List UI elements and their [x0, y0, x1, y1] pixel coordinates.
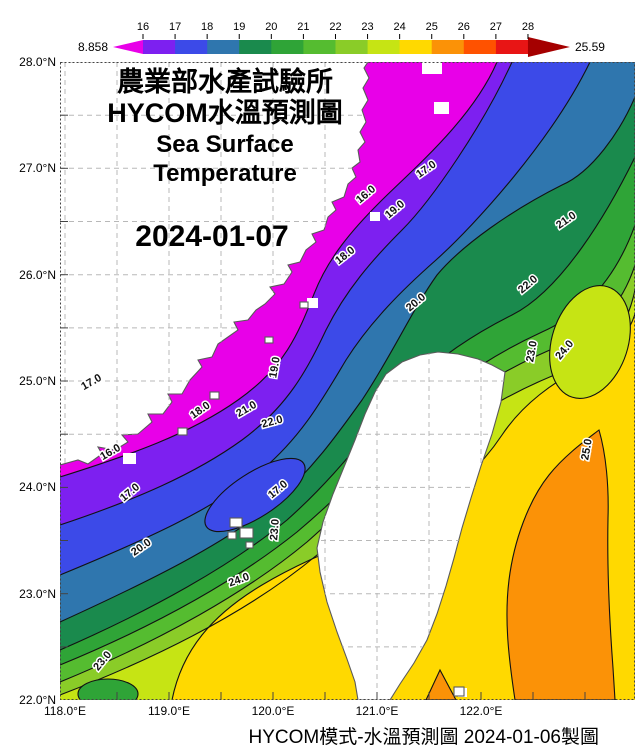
- subtitle-en-line2: Temperature: [153, 160, 297, 187]
- colorbar-min-label: 8.858: [78, 40, 108, 54]
- temperature-colorbar: 8.858 25.59 16 17 18 19 20 21 22 23 24 25 26 27 28: [78, 21, 605, 57]
- lon-label: 121.0°E: [355, 704, 399, 718]
- colorbar-segment: [207, 40, 240, 54]
- lon-label: 122.0°E: [459, 704, 503, 718]
- colorbar-segment: [463, 40, 497, 54]
- cold-pocket-17: [204, 457, 306, 533]
- map-area: 16.0 17.0 19.0 18.0 21.0 22.0 20.0 17.0 18.0 19.0…: [60, 62, 635, 700]
- colorbar-segment: [367, 40, 401, 54]
- axis-ticks: [60, 114, 586, 700]
- colorbar-max-label: 25.59: [575, 40, 605, 54]
- colorbar-tick-label: 24: [394, 21, 406, 33]
- colorbar-segment: [143, 40, 176, 54]
- org-title: 農業部水產試驗所: [117, 67, 333, 97]
- lon-label: 118.0°E: [44, 704, 86, 718]
- colorbar-tick-label: 28: [522, 21, 534, 33]
- china-mainland: [60, 62, 369, 465]
- colorbar-left-arrow: [113, 40, 143, 54]
- colorbar-tick-label: 23: [361, 21, 373, 33]
- contour-label: 25.0: [579, 438, 595, 461]
- colorbar-right-arrow: [527, 37, 570, 57]
- figure-caption: HYCOM模式-水溫預測圖 2024-01-06製圖: [248, 727, 599, 748]
- colorbar-tick-label: 18: [201, 21, 213, 33]
- lat-label: 22.0°N: [19, 692, 56, 707]
- colorbar-tick-label: 25: [426, 21, 438, 33]
- closed-contour-pockets: [77, 285, 631, 700]
- colorbar-tick-label: 16: [137, 21, 149, 33]
- green-pocket-sw: [77, 678, 139, 700]
- colorbar-segment: [431, 40, 465, 54]
- contour-label: 19.0: [267, 356, 283, 379]
- penghu-islands: [227, 517, 254, 549]
- forecast-date: 2024-01-07: [135, 220, 289, 253]
- colorbar-tick-label: 27: [490, 21, 502, 33]
- colorbar-segment: [495, 40, 529, 54]
- lat-label: 24.0°N: [19, 480, 56, 495]
- lon-label: 119.0°E: [148, 704, 190, 718]
- colorbar-tick-label: 22: [329, 21, 341, 33]
- lat-label: 27.0°N: [19, 161, 56, 176]
- colorbar-tick-label: 26: [458, 21, 470, 33]
- lanyu-island: [453, 686, 465, 697]
- lon-label: 120.0°E: [251, 704, 295, 718]
- contour-label: 23.0: [524, 340, 540, 363]
- colorbar-segment: [303, 40, 336, 54]
- sst-map: 16.017.019.018.021.022.020.017.018.019.0…: [60, 62, 635, 700]
- orange-region-25: [506, 429, 616, 700]
- lat-label: 26.0°N: [19, 267, 56, 282]
- colorbar-tick-label: 21: [297, 21, 309, 33]
- colorbar-segment: [271, 40, 304, 54]
- subtitle-en-line1: Sea Surface: [156, 131, 294, 158]
- lat-label: 23.0°N: [19, 586, 56, 601]
- land-masses: [60, 62, 506, 700]
- taiwan-island: [316, 351, 506, 700]
- lat-label: 28.0°N: [19, 55, 56, 69]
- contour-label: 23.0: [268, 519, 282, 541]
- lat-label: 25.0°N: [19, 373, 56, 388]
- colorbar-segment: [175, 40, 208, 54]
- chart-title: HYCOM水溫預測圖: [107, 98, 343, 128]
- colorbar-tick-label: 20: [265, 21, 277, 33]
- colorbar-tick-label: 17: [169, 21, 181, 33]
- colorbar-tick-label: 19: [233, 21, 245, 33]
- colorbar-segment: [239, 40, 272, 54]
- map-frame: [60, 62, 635, 700]
- coastal-islets: [177, 301, 309, 436]
- orange-spot-south: [425, 668, 457, 700]
- colorbar-segment: [399, 40, 433, 54]
- colorbar-segment: [335, 40, 368, 54]
- warm-pocket-23-24: [549, 285, 631, 399]
